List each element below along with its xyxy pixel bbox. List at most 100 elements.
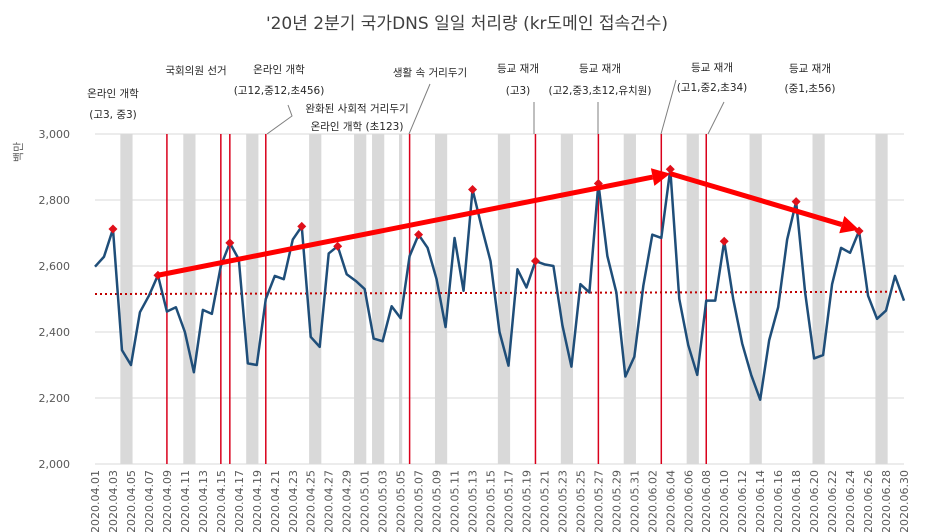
event-annotation-text: (고1,중2,초34): [677, 82, 748, 94]
x-tick-label: 2020.05.09: [431, 470, 444, 532]
data-point-marker: [414, 230, 424, 240]
weekend-band: [246, 134, 259, 464]
event-annotation-text: 국회의원 선거: [165, 65, 226, 77]
y-tick-label: 2,800: [39, 194, 71, 207]
annotation-leader-line: [408, 83, 431, 135]
trend-arrow-shaft: [669, 171, 843, 227]
weekend-band: [354, 134, 367, 464]
x-tick-label: 2020.05.17: [502, 470, 515, 532]
x-tick-label: 2020.04.05: [125, 470, 138, 532]
event-annotation-text: (고2,중3,초12,유치원): [549, 85, 652, 97]
data-point-marker: [665, 164, 675, 174]
event-annotation-text: 완화된 사회적 거리두기: [305, 102, 408, 115]
x-tick-label: 2020.04.17: [233, 470, 246, 532]
weekend-band: [623, 134, 636, 464]
annotation-leader-line: [266, 104, 293, 135]
x-tick-label: 2020.05.15: [485, 470, 498, 532]
event-annotation-text: 등교 재개: [789, 63, 831, 75]
weekend-band: [560, 134, 574, 464]
weekend-band: [372, 134, 385, 464]
event-lines: [166, 134, 707, 464]
y-axis: 2,000 2,200 2,400 2,600 2,800 3,000: [39, 128, 71, 471]
x-tick-label: 2020.04.01: [89, 470, 102, 532]
data-point-marker: [225, 238, 235, 248]
x-tick-label: 2020.06.06: [682, 470, 695, 532]
event-annotation-text: 온라인 개학: [253, 64, 305, 76]
event-annotation-text: 온라인 개학: [87, 88, 139, 100]
y-tick-label: 2,600: [39, 260, 71, 273]
event-annotation-text: 생활 속 거리두기: [393, 66, 467, 79]
x-tick-label: 2020.05.01: [359, 470, 372, 532]
weekend-bands: [120, 134, 888, 464]
x-tick-label: 2020.05.03: [377, 470, 390, 532]
x-tick-label: 2020.04.09: [161, 470, 174, 532]
y-tick-label: 3,000: [39, 128, 71, 141]
weekend-band: [183, 134, 196, 464]
x-tick-label: 2020.04.27: [323, 470, 336, 532]
x-tick-label: 2020.05.13: [467, 470, 480, 532]
x-tick-label: 2020.04.07: [143, 470, 156, 532]
x-tick-label: 2020.06.18: [790, 470, 803, 532]
event-annotation-text: 등교 재개: [579, 63, 621, 75]
x-tick-label: 2020.06.20: [808, 470, 821, 532]
annotation-leader-line: [707, 101, 725, 135]
x-axis: 2020.04.01 2020.04.03 2020.04.05 2020.04.07…: [89, 470, 911, 532]
trend-arrow-head: [650, 168, 671, 186]
x-tick-label: 2020.05.29: [610, 470, 623, 532]
x-tick-label: 2020.05.31: [628, 470, 641, 532]
weekend-band: [812, 134, 825, 464]
x-tick-label: 2020.05.05: [395, 470, 408, 532]
x-tick-label: 2020.04.03: [107, 470, 120, 532]
y-tick-label: 2,400: [39, 326, 71, 339]
weekend-band: [120, 134, 133, 464]
x-tick-label: 2020.04.23: [287, 470, 300, 532]
weekend-band: [309, 134, 322, 464]
x-tick-label: 2020.06.12: [736, 470, 749, 532]
weekend-band: [875, 134, 888, 464]
data-point-marker: [468, 184, 478, 194]
trend-arrow-head: [839, 215, 860, 234]
x-tick-label: 2020.06.04: [664, 470, 677, 532]
y-tick-label: 2,200: [39, 392, 71, 405]
x-tick-label: 2020.05.23: [556, 470, 569, 532]
x-tick-label: 2020.05.27: [592, 470, 605, 532]
trend-arrow-shaft: [157, 174, 654, 278]
x-tick-label: 2020.05.25: [574, 470, 587, 532]
x-tick-label: 2020.06.10: [718, 470, 731, 532]
x-tick-label: 2020.04.13: [197, 470, 210, 532]
x-tick-label: 2020.05.19: [520, 470, 533, 532]
trend-arrows: [157, 168, 860, 278]
x-tick-label: 2020.06.28: [880, 470, 893, 532]
event-annotation-text: (고12,중12,초456): [234, 85, 325, 97]
x-tick-label: 2020.04.15: [215, 470, 228, 532]
event-annotation-text: 등교 재개: [497, 63, 539, 75]
x-tick-label: 2020.06.26: [862, 470, 875, 532]
data-point-marker: [108, 224, 118, 234]
chart-title: '20년 2분기 국가DNS 일일 처리량 (kr도메인 접속건수): [266, 14, 668, 34]
x-tick-label: 2020.06.02: [646, 470, 659, 532]
y-tick-label: 2,000: [39, 458, 71, 471]
x-tick-label: 2020.06.08: [700, 470, 713, 532]
x-tick-label: 2020.04.29: [341, 470, 354, 532]
data-point-marker: [530, 256, 540, 266]
x-tick-label: 2020.06.16: [772, 470, 785, 532]
event-annotations: 온라인 개학(고3, 중3)국회의원 선거 온라인 개학(고12,중12,초456…: [87, 62, 835, 135]
data-point-marker: [297, 221, 307, 231]
annotation-leader-line: [660, 79, 677, 135]
data-point-marker: [791, 197, 801, 207]
weekend-band: [686, 134, 699, 464]
weekend-band: [497, 134, 511, 464]
x-tick-label: 2020.06.30: [898, 470, 911, 532]
x-tick-label: 2020.05.11: [449, 470, 462, 532]
event-annotation-text: (고3): [506, 85, 531, 97]
x-tick-label: 2020.06.14: [754, 470, 767, 532]
x-tick-label: 2020.05.21: [538, 470, 551, 532]
x-tick-label: 2020.04.21: [269, 470, 282, 532]
y-axis-label: 백만: [12, 142, 25, 162]
x-tick-label: 2020.04.11: [179, 470, 192, 532]
x-tick-label: 2020.06.24: [844, 470, 857, 532]
x-tick-label: 2020.06.22: [826, 470, 839, 532]
x-tick-label: 2020.05.07: [413, 470, 426, 532]
event-annotation-text: (고3, 중3): [89, 109, 137, 121]
